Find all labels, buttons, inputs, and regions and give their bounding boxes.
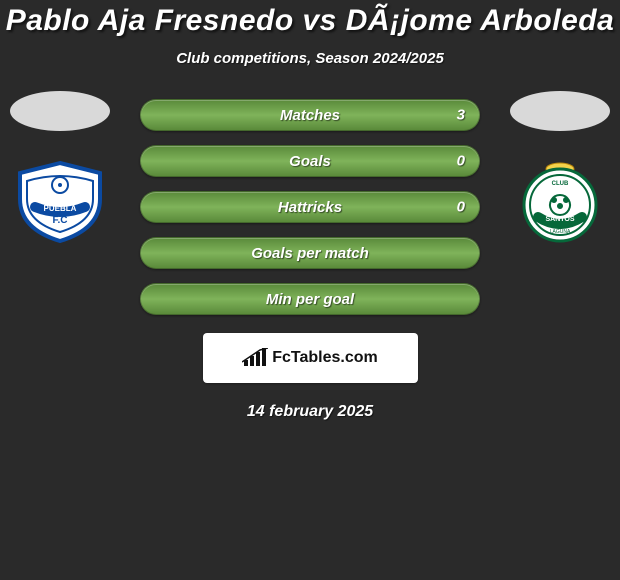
brand-box[interactable]: FcTables.com — [203, 333, 418, 383]
stats-list: Matches 3 Goals 0 Hattricks 0 Goals per … — [140, 99, 480, 315]
svg-text:SANTOS: SANTOS — [545, 216, 574, 223]
stat-value-left: 3 — [457, 107, 465, 124]
stat-row-matches: Matches 3 — [140, 99, 480, 131]
svg-text:PUEBLA: PUEBLA — [44, 204, 77, 213]
svg-text:CLUB: CLUB — [552, 181, 569, 187]
player-right: CLUB SANTOS LAGUNA — [500, 91, 620, 244]
svg-text:LAGUNA: LAGUNA — [550, 229, 571, 235]
comparison-card: Pablo Aja Fresnedo vs DÃ¡jome Arboleda C… — [0, 0, 620, 580]
date-line: 14 february 2025 — [0, 403, 620, 421]
stat-row-hattricks: Hattricks 0 — [140, 191, 480, 223]
main-area: PUEBLA F.C CLUB SANTOS LAGUNA — [0, 99, 620, 421]
player-left: PUEBLA F.C — [0, 91, 120, 244]
brand-name: FcTables.com — [272, 349, 378, 367]
page-subtitle: Club competitions, Season 2024/2025 — [176, 50, 444, 67]
player-right-photo — [510, 91, 610, 131]
santos-laguna-icon: CLUB SANTOS LAGUNA — [510, 159, 610, 244]
club-badge-left: PUEBLA F.C — [10, 159, 110, 244]
svg-text:F.C: F.C — [53, 215, 68, 226]
player-left-photo — [10, 91, 110, 131]
page-title: Pablo Aja Fresnedo vs DÃ¡jome Arboleda — [6, 4, 615, 38]
stat-label: Matches — [280, 107, 340, 124]
puebla-fc-icon: PUEBLA F.C — [10, 159, 110, 244]
stat-label: Min per goal — [266, 291, 354, 308]
club-badge-right: CLUB SANTOS LAGUNA — [510, 159, 610, 244]
stat-row-goals: Goals 0 — [140, 145, 480, 177]
stat-value-left: 0 — [457, 153, 465, 170]
stat-value-left: 0 — [457, 199, 465, 216]
stat-label: Hattricks — [278, 199, 342, 216]
bar-chart-icon — [242, 348, 268, 368]
stat-label: Goals — [289, 153, 331, 170]
stat-label: Goals per match — [251, 245, 369, 262]
stat-row-goals-per-match: Goals per match — [140, 237, 480, 269]
stat-row-min-per-goal: Min per goal — [140, 283, 480, 315]
